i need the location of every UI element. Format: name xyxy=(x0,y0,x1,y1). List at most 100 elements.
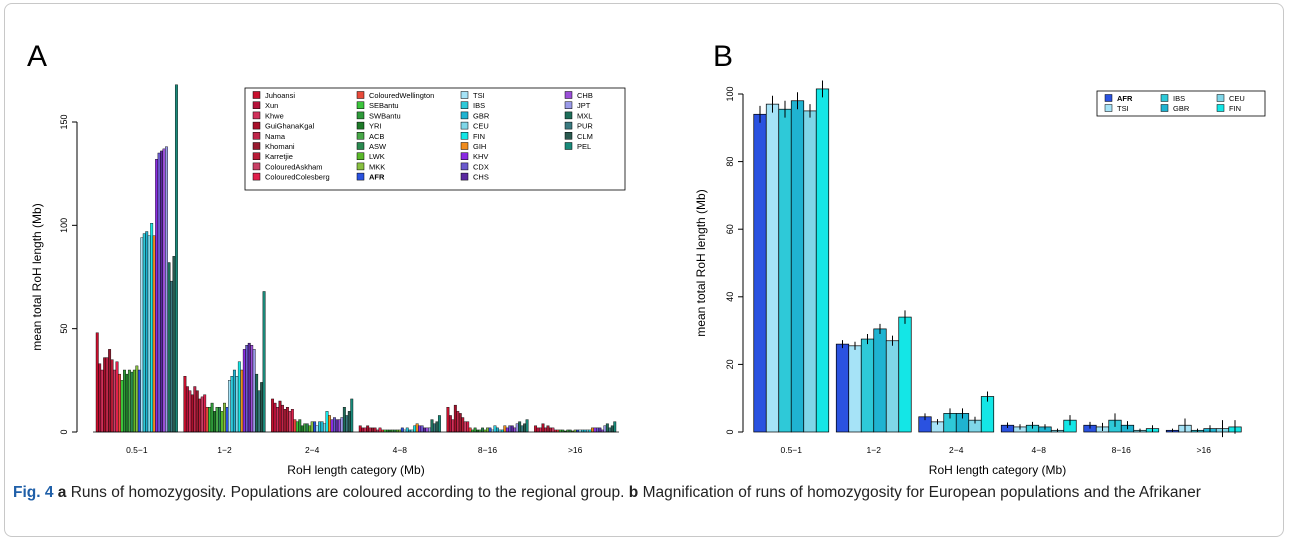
bar xyxy=(425,427,429,433)
bar xyxy=(300,425,304,433)
bar xyxy=(313,421,317,433)
legend-label: GBR xyxy=(473,111,490,120)
bar xyxy=(513,427,517,433)
part-label: a xyxy=(57,484,67,501)
caption: Fig. 4 a Runs of homozygosity. Populatio… xyxy=(13,482,1268,504)
bar xyxy=(358,425,362,433)
bar xyxy=(218,407,221,433)
caption-text: Magnification of runs of homozygosity fo… xyxy=(642,484,1201,501)
bar xyxy=(541,423,545,433)
legend-swatch xyxy=(1160,104,1169,112)
bar xyxy=(430,419,434,433)
bar xyxy=(145,231,149,433)
bar xyxy=(235,376,239,433)
bar xyxy=(230,376,234,433)
bar xyxy=(188,390,192,433)
legend-label: SWBantu xyxy=(369,111,401,120)
x-tick-label: 8−16 xyxy=(1112,445,1131,455)
bar xyxy=(413,425,417,433)
bar xyxy=(285,407,289,433)
legend-box xyxy=(1096,90,1266,117)
y-tick-label: 80 xyxy=(725,157,735,167)
part-label: b xyxy=(628,484,639,501)
legend-label: AFR xyxy=(1117,94,1133,103)
legend-swatch xyxy=(564,121,573,130)
x-tick-label: 8−16 xyxy=(478,445,497,455)
bar xyxy=(200,396,204,433)
legend-swatch xyxy=(356,132,365,140)
bar xyxy=(885,340,900,433)
x-tick-label: 0.5−1 xyxy=(780,445,802,455)
legend-swatch xyxy=(564,91,573,99)
bar xyxy=(115,361,119,433)
legend-label: AFR xyxy=(369,173,385,182)
chart: A 0 50 100 150 mean total RoH length (Mb) RoH … xyxy=(27,40,1266,477)
legend-swatch xyxy=(356,101,365,109)
bar xyxy=(596,427,599,433)
bar xyxy=(225,407,229,433)
bar xyxy=(320,421,324,433)
bar xyxy=(278,400,282,433)
legend-label: ASW xyxy=(369,142,387,151)
bar xyxy=(848,345,862,433)
bar xyxy=(435,421,439,433)
bar xyxy=(132,369,136,433)
legend-label: ColouredColesberg xyxy=(265,173,330,182)
bar xyxy=(613,421,617,433)
bar xyxy=(165,146,168,433)
legend-swatch xyxy=(356,152,365,160)
legend-label: FIN xyxy=(1229,104,1241,113)
bar xyxy=(98,363,102,433)
bar xyxy=(598,427,602,433)
bar xyxy=(185,386,189,433)
bar xyxy=(534,425,538,433)
panel-label: A xyxy=(27,40,47,73)
bar xyxy=(252,349,256,433)
bar xyxy=(276,407,279,433)
legend-label: TSI xyxy=(473,91,485,100)
y-tick-label: 0 xyxy=(725,429,735,434)
bar xyxy=(546,425,550,433)
bar xyxy=(198,398,202,433)
bar xyxy=(345,415,349,433)
x-tick-label: >16 xyxy=(568,445,583,455)
bar xyxy=(525,419,529,433)
bar xyxy=(603,425,607,433)
bar xyxy=(333,417,336,433)
bar xyxy=(873,328,887,433)
legend-swatch xyxy=(460,162,469,171)
bar xyxy=(250,345,254,433)
bar xyxy=(593,427,597,433)
bar xyxy=(223,402,226,433)
bar xyxy=(456,411,460,433)
bar xyxy=(605,423,609,433)
legend-label: LWK xyxy=(369,152,385,161)
bar xyxy=(100,369,104,433)
bar xyxy=(451,419,455,433)
legend-swatch xyxy=(1104,94,1113,102)
bar xyxy=(423,427,427,433)
bar xyxy=(323,423,326,433)
bar xyxy=(237,361,241,433)
bar xyxy=(247,342,251,433)
y-tick-label: 60 xyxy=(725,224,735,234)
x-tick-label: 4−8 xyxy=(1032,445,1047,455)
figure: A 0 50 100 150 mean total RoH length (Mb) RoH … xyxy=(4,3,1284,537)
x-tick-label: 1−2 xyxy=(867,445,882,455)
bar xyxy=(368,427,372,433)
bar xyxy=(420,425,424,433)
legend-swatch xyxy=(356,142,365,150)
bar xyxy=(303,423,307,433)
bar xyxy=(95,332,99,433)
bar xyxy=(257,390,261,433)
legend-label: CHB xyxy=(577,91,593,100)
legend-label: CLM xyxy=(577,132,593,141)
legend-label: KHV xyxy=(473,152,488,161)
legend-swatch xyxy=(460,121,469,130)
bar xyxy=(433,423,436,433)
bar xyxy=(328,415,331,433)
x-tick-label: >16 xyxy=(1197,445,1212,455)
bar xyxy=(174,84,178,433)
bar xyxy=(283,409,287,433)
bar xyxy=(290,409,294,433)
